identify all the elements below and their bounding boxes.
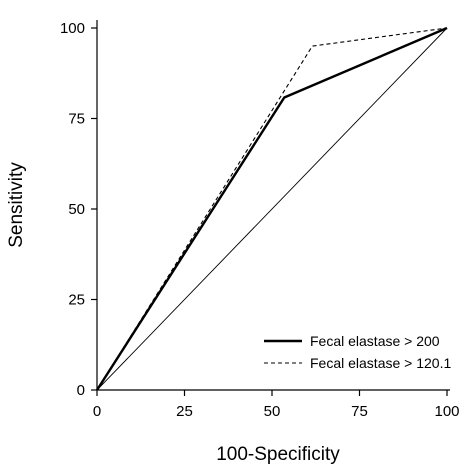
y-tick-label: 50: [68, 201, 85, 218]
legend-label: Fecal elastase > 200: [310, 333, 440, 349]
y-tick-label: 25: [68, 292, 85, 309]
x-tick-label: 25: [176, 403, 193, 420]
series-line-2: [96, 27, 448, 391]
y-tick-label: 100: [60, 20, 85, 37]
x-tick-label: 50: [264, 403, 281, 420]
x-tick-label: 75: [351, 403, 368, 420]
y-axis-label: Sensitivity: [6, 162, 27, 248]
plot-area: 0 25 50 75 100 0 25 50 75 100: [60, 20, 460, 420]
series-lines: [95, 26, 448, 391]
reference-diagonal-line: [96, 27, 448, 391]
series-line-1: [95, 26, 448, 391]
y-ticks: 0 25 50 75 100: [60, 20, 97, 399]
y-tick-label: 0: [77, 382, 85, 399]
x-tick-label: 0: [93, 403, 101, 420]
x-ticks: 0 25 50 75 100: [93, 390, 460, 420]
x-tick-label: 100: [434, 403, 459, 420]
x-axis-label: 100-Specificity: [216, 444, 340, 465]
y-tick-label: 75: [68, 111, 85, 128]
legend-label: Fecal elastase > 120.1: [310, 355, 451, 371]
legend: Fecal elastase > 200 Fecal elastase > 120…: [264, 333, 451, 371]
